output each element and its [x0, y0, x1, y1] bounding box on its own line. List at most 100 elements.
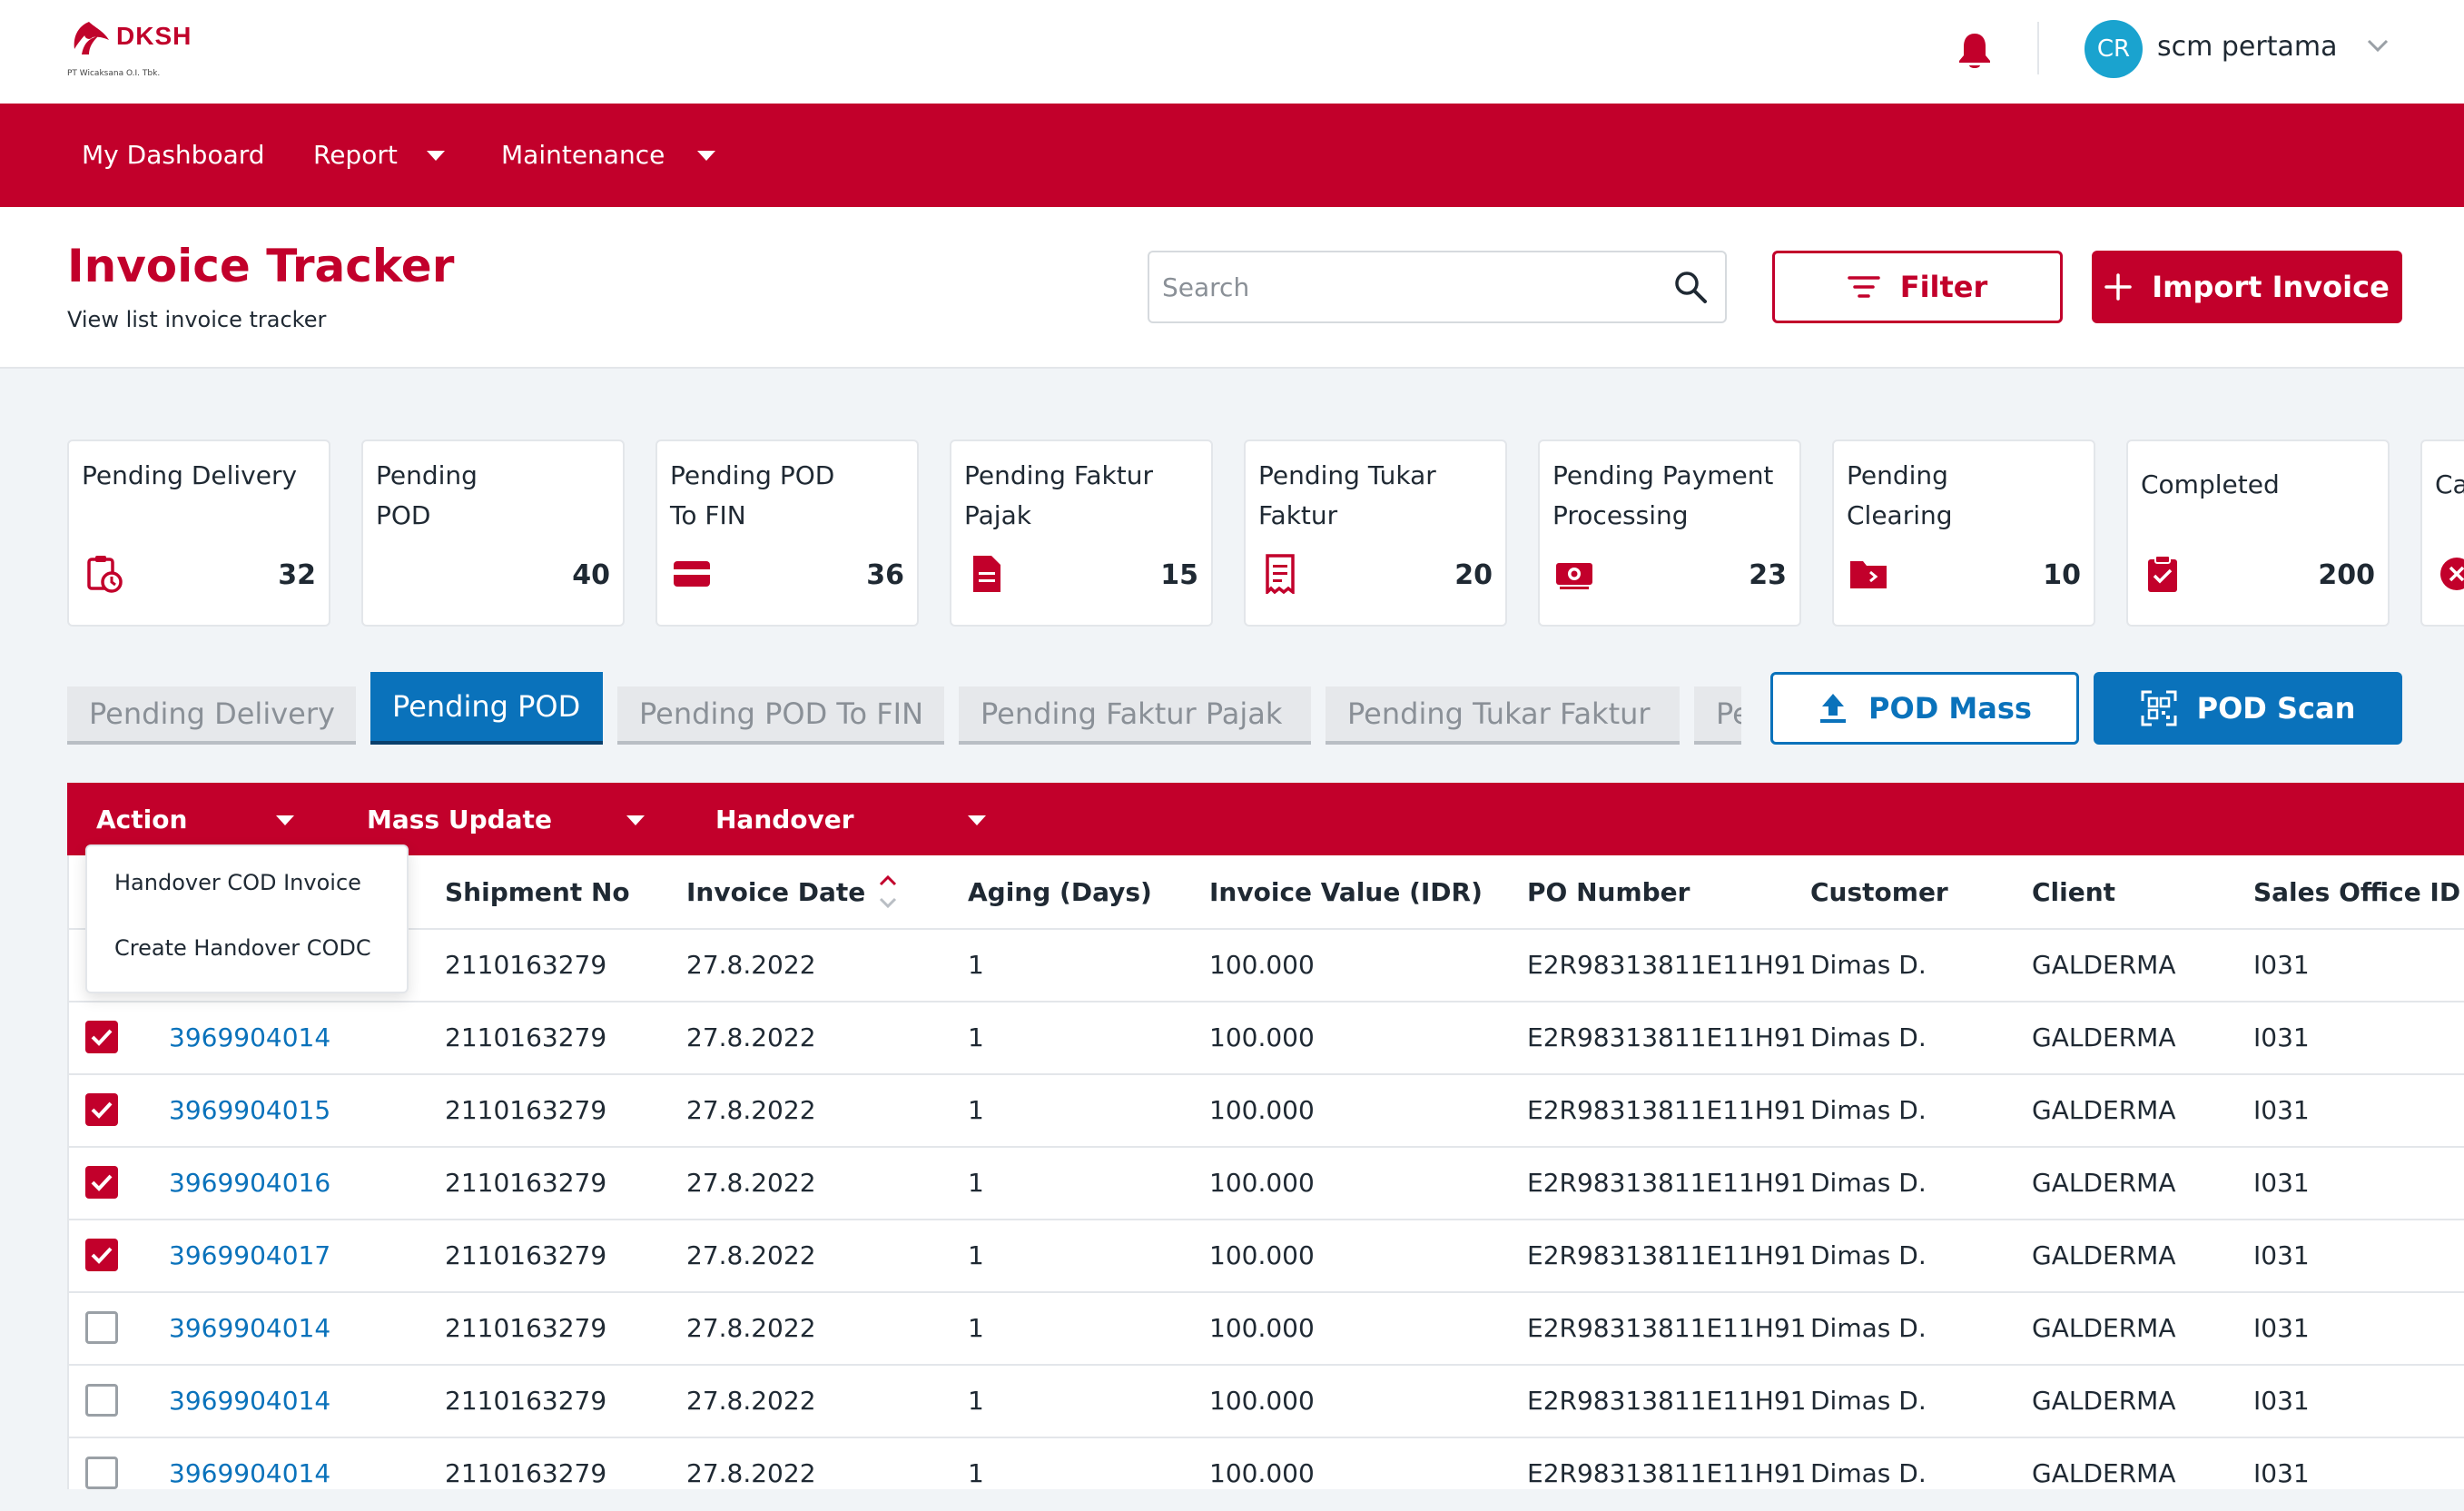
row-checkbox[interactable] [85, 1021, 118, 1053]
nav-report[interactable]: Report [313, 140, 398, 170]
avatar[interactable]: CR [2085, 20, 2143, 78]
table-row[interactable]: 3969904015 2110163279 27.8.2022 1 100.000 E2R… [69, 1073, 2464, 1148]
table-row[interactable]: 2110163279 27.8.2022 1 100.000 E2R98313811E1… [69, 928, 2464, 1002]
handover-menu[interactable]: Handover [715, 805, 854, 835]
pod-scan-button[interactable]: POD Scan [2094, 672, 2402, 745]
dropdown-item-create-handover-codc[interactable]: Create Handover CODC [114, 935, 371, 961]
table-row[interactable]: 3969904016 2110163279 27.8.2022 1 100.000 E2R… [69, 1146, 2464, 1220]
maintenance-caret-icon[interactable] [697, 151, 715, 161]
tab-pending-delivery[interactable]: Pending Delivery [67, 686, 356, 745]
col-po-number[interactable]: PO Number [1527, 877, 1690, 907]
cell-invoice-no[interactable]: 3969904014 [169, 1313, 331, 1343]
bell-icon[interactable] [1956, 31, 1994, 71]
pod-mass-button[interactable]: POD Mass [1770, 672, 2079, 745]
status-card-pending-pod-to-fin[interactable]: Pending POD To FIN 36 [655, 439, 919, 627]
col-sales-office-id[interactable]: Sales Office ID [2253, 877, 2461, 907]
cell-aging: 1 [968, 1095, 984, 1125]
cell-sales-office: I031 [2253, 950, 2310, 980]
col-client[interactable]: Client [2032, 877, 2116, 907]
user-name[interactable]: scm pertama [2157, 31, 2338, 63]
row-checkbox[interactable] [85, 1457, 118, 1489]
nav-my-dashboard[interactable]: My Dashboard [82, 140, 265, 170]
mass-update-caret-icon[interactable] [626, 815, 645, 825]
import-invoice-button[interactable]: Import Invoice [2092, 251, 2402, 323]
col-customer[interactable]: Customer [1810, 877, 1948, 907]
handover-caret-icon[interactable] [968, 815, 986, 825]
tab-pending-pod[interactable]: Pending POD [370, 672, 603, 745]
cell-sales-office: I031 [2253, 1240, 2310, 1270]
chevron-down-icon[interactable] [2366, 36, 2390, 54]
status-card-pending-delivery[interactable]: Pending Delivery 32 [67, 439, 330, 627]
sort-icon[interactable] [877, 872, 899, 912]
pod-mass-label: POD Mass [1868, 691, 2032, 726]
status-card-pending-clearing[interactable]: Pending Clearing 10 [1832, 439, 2095, 627]
receipt-icon [1266, 554, 1295, 594]
cell-invoice-value: 100.000 [1209, 1458, 1315, 1488]
cell-invoice-no[interactable]: 3969904016 [169, 1168, 331, 1198]
action-menu[interactable]: Action [96, 805, 188, 835]
table-row[interactable]: 3969904014 2110163279 27.8.2022 1 100.000 E2R… [69, 1291, 2464, 1366]
cell-invoice-date: 27.8.2022 [686, 1095, 816, 1125]
filter-icon [1847, 276, 1880, 298]
table-row[interactable]: 3969904017 2110163279 27.8.2022 1 100.000 E2R… [69, 1219, 2464, 1293]
cell-invoice-no[interactable]: 3969904015 [169, 1095, 331, 1125]
cell-shipment-no: 2110163279 [445, 1168, 607, 1198]
col-aging-days[interactable]: Aging (Days) [968, 877, 1152, 907]
cell-invoice-value: 100.000 [1209, 1240, 1315, 1270]
row-checkbox[interactable] [85, 1166, 118, 1199]
dropdown-item-handover-cod-invoice[interactable]: Handover COD Invoice [114, 870, 361, 895]
cell-sales-office: I031 [2253, 1386, 2310, 1416]
cell-invoice-date: 27.8.2022 [686, 1168, 816, 1198]
cell-po-number: E2R98313811E11H91 [1527, 950, 1807, 980]
check-icon [91, 1174, 113, 1191]
nav-maintenance[interactable]: Maintenance [501, 140, 665, 170]
filter-button[interactable]: Filter [1772, 251, 2063, 323]
cell-aging: 1 [968, 1022, 984, 1052]
tab-pending-more[interactable]: Pe [1694, 686, 1741, 745]
brand-name: DKSH [116, 22, 192, 50]
status-card-pending-faktur-pajak[interactable]: Pending Faktur Pajak 15 [950, 439, 1213, 627]
action-caret-icon[interactable] [276, 815, 294, 825]
card-label: Pending POD To FIN [670, 460, 835, 530]
row-checkbox[interactable] [85, 1384, 118, 1417]
card-count: 200 [2318, 559, 2375, 591]
cancel-icon [2440, 558, 2464, 590]
status-card-cancelled[interactable]: Ca [2420, 439, 2464, 627]
col-shipment-no[interactable]: Shipment No [445, 877, 630, 907]
search-icon[interactable] [1672, 269, 1709, 305]
cell-invoice-no[interactable]: 3969904014 [169, 1022, 331, 1052]
status-card-pending-payment-processing[interactable]: Pending Payment Processing 23 [1538, 439, 1801, 627]
tab-pending-pod-to-fin[interactable]: Pending POD To FIN [617, 686, 944, 745]
tab-pending-tukar-faktur[interactable]: Pending Tukar Faktur [1326, 686, 1680, 745]
table-row[interactable]: 3969904014 2110163279 27.8.2022 1 100.000 E2R… [69, 1001, 2464, 1075]
row-checkbox[interactable] [85, 1311, 118, 1344]
cell-invoice-date: 27.8.2022 [686, 1240, 816, 1270]
cell-invoice-no[interactable]: 3969904014 [169, 1386, 331, 1416]
tab-pending-faktur-pajak[interactable]: Pending Faktur Pajak [959, 686, 1311, 745]
col-invoice-value[interactable]: Invoice Value (IDR) [1209, 877, 1483, 907]
card-count: 32 [278, 559, 316, 591]
check-icon [91, 1029, 113, 1046]
status-card-pending-pod[interactable]: Pending POD 40 [361, 439, 625, 627]
mass-update-menu[interactable]: Mass Update [367, 805, 552, 835]
col-invoice-date[interactable]: Invoice Date [686, 877, 866, 907]
cell-client: GALDERMA [2032, 1095, 2176, 1125]
status-card-pending-tukar-faktur[interactable]: Pending Tukar Faktur 20 [1244, 439, 1507, 627]
card-count: 23 [1749, 559, 1787, 591]
row-checkbox[interactable] [85, 1093, 118, 1126]
cell-invoice-no[interactable]: 3969904017 [169, 1240, 331, 1270]
status-card-completed[interactable]: Completed 200 [2126, 439, 2390, 627]
cell-po-number: E2R98313811E11H91 [1527, 1313, 1807, 1343]
cell-aging: 1 [968, 1458, 984, 1488]
row-checkbox[interactable] [85, 1239, 118, 1271]
cell-invoice-no[interactable]: 3969904014 [169, 1458, 331, 1488]
report-caret-icon[interactable] [427, 151, 445, 161]
cell-sales-office: I031 [2253, 1313, 2310, 1343]
search-input[interactable] [1148, 251, 1727, 323]
action-dropdown: Handover COD Invoice Create Handover COD… [85, 844, 409, 993]
cell-invoice-value: 100.000 [1209, 1168, 1315, 1198]
cell-invoice-date: 27.8.2022 [686, 1022, 816, 1052]
table-row[interactable]: 3969904014 2110163279 27.8.2022 1 100.000 E2R… [69, 1364, 2464, 1438]
table-row[interactable]: 3969904014 2110163279 27.8.2022 1 100.000 E2R… [69, 1437, 2464, 1511]
dksh-logo-icon [74, 22, 109, 54]
